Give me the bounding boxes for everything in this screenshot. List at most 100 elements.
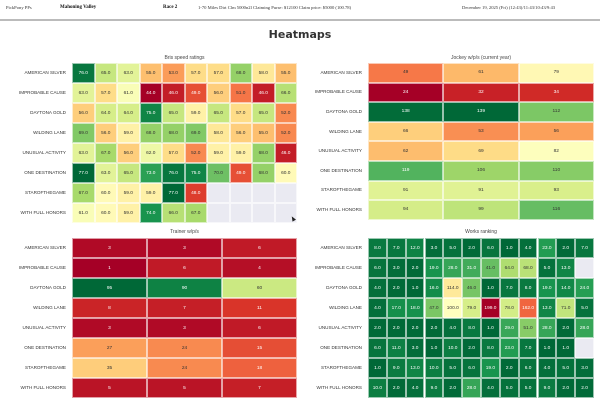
heatmap-cell: 59.0 — [117, 203, 140, 223]
heatmap-cell: 90 — [147, 278, 222, 298]
heatmap-cell: 10.0 — [368, 378, 387, 398]
heatmap-cell: 5 — [147, 378, 222, 398]
row-label: ONE DESTINATION — [320, 345, 362, 350]
heatmap-cell: 56.0 — [117, 143, 140, 163]
heatmap-cell: 2.0 — [462, 238, 481, 258]
heatmap-cell: 4 — [222, 258, 297, 278]
heatmap-cell — [274, 183, 297, 203]
heatmap-cell: 5 — [72, 378, 147, 398]
heatmap-cell: 1.0 — [405, 278, 425, 298]
heatmap-cell — [207, 183, 230, 203]
header-divider — [0, 19, 600, 21]
heatmap-cell: 51.0 — [229, 83, 252, 103]
row-label: UNUSUAL ACTIVITY — [318, 325, 362, 330]
heatmap-cell: 19.0 — [424, 258, 444, 278]
heatmap-cell: 56 — [518, 121, 594, 142]
heatmap-cell: 99 — [443, 200, 519, 220]
heatmap-cell — [229, 183, 252, 203]
heatmap-cell: 59.0 — [184, 103, 207, 123]
heatmap-cell: 106 — [443, 161, 519, 181]
heatmap-cell: 69 — [443, 141, 519, 161]
heatmap-cell: 5.0 — [443, 238, 463, 258]
heatmap-cell: 6.0 — [462, 358, 481, 378]
heatmap-cell: 94 — [368, 200, 444, 220]
speed-heatmap: 76.0 65.0 63.0 55.0 53.0 57.0 57.0 68.0 58.0 55.0… — [72, 63, 297, 223]
heatmap-cell: 28.0 — [575, 318, 594, 338]
heatmap-cell: 1.0 — [424, 338, 444, 358]
heatmap-cell: 23.0 — [499, 338, 519, 358]
heatmap-cell: 7.0 — [575, 238, 594, 258]
heatmap-cell: 7 — [222, 378, 297, 398]
heatmap-cell: 68.0 — [229, 63, 252, 83]
header-bar: PickPony PPs Mahoning Valley Race 2 1-70… — [0, 0, 600, 19]
heatmap-cell: 67.0 — [184, 203, 207, 223]
heatmap-cell: 1.0 — [481, 278, 500, 298]
heatmap-cell: 2.0 — [405, 258, 425, 278]
heatmap-cell: 9.0 — [424, 378, 444, 398]
heatmap-cell: 56.0 — [229, 123, 252, 143]
row-label: WILDING LANE — [33, 305, 66, 310]
heatmap-cell: 1.0 — [368, 358, 387, 378]
heatmap-cell: 52.0 — [274, 103, 297, 123]
heatmap-cell: 3.0 — [575, 358, 594, 378]
heatmap-cell: 62.0 — [139, 143, 162, 163]
heatmap-cell: 58.0 — [207, 123, 230, 143]
heatmap-cell: 55.0 — [139, 63, 162, 83]
heatmap-cell — [575, 338, 594, 358]
heatmap-cell: 57.0 — [184, 63, 207, 83]
row-label: STAROFTHEGAME — [320, 187, 362, 193]
heatmap-cell: 41.0 — [481, 258, 500, 278]
heatmap-cell: 44.0 — [139, 83, 162, 103]
heatmap-cell: 8.0 — [518, 278, 538, 298]
heatmap-cell: 56.0 — [207, 83, 230, 103]
works-heatmap-title: Works ranking — [465, 229, 497, 235]
heatmap-cell: 75.0 — [184, 163, 207, 183]
heatmap-cell: 68.0 — [162, 123, 185, 143]
heatmap-cell: 19.0 — [537, 278, 557, 298]
heatmap-cell: 18.0 — [405, 298, 425, 318]
heatmap-cell: 12.0 — [405, 238, 425, 258]
heatmap-cell: 57.0 — [162, 143, 185, 163]
heatmap-cell: 59.0 — [229, 143, 252, 163]
row-label: WILDING LANE — [329, 305, 362, 310]
heatmap-cell: 63.0 — [94, 163, 117, 183]
heatmap-cell: 2.0 — [386, 278, 406, 298]
heatmap-cell: 57.0 — [94, 83, 117, 103]
heatmap-cell: 48.0 — [184, 183, 207, 203]
heatmap-cell: 77.0 — [72, 163, 95, 183]
heatmap-cell: 46.0 — [252, 83, 275, 103]
heatmap-cell: 2.0 — [424, 318, 444, 338]
speed-heatmap-title: Bris speed ratings — [164, 55, 205, 61]
heatmap-cell — [252, 203, 275, 223]
heatmap-cell: 162.0 — [518, 298, 538, 318]
heatmap-cell: 67.0 — [94, 143, 117, 163]
heatmap-cell: 6.0 — [368, 258, 387, 278]
heatmap-cell: 53.0 — [162, 63, 185, 83]
heatmap-cell: 47.0 — [424, 298, 444, 318]
heatmap-cell: 2.0 — [556, 378, 576, 398]
heatmap-cell: 61.0 — [72, 203, 95, 223]
heatmap-cell: 7.0 — [499, 278, 519, 298]
heatmap-cell: 91 — [368, 180, 444, 201]
row-label: ONE DESTINATION — [24, 170, 66, 175]
heatmap-cell: 4.0 — [537, 358, 557, 378]
heatmap-cell: 100.0 — [443, 298, 463, 318]
heatmap-cell: 114.0 — [443, 278, 463, 298]
heatmap-cell: 65.0 — [94, 63, 117, 83]
heatmap-cell: 59.0 — [117, 183, 140, 203]
heatmap-cell: 2.0 — [575, 378, 594, 398]
heatmap-cell: 7.0 — [386, 238, 406, 258]
heatmap-cell: 35 — [72, 358, 147, 378]
heatmap-cell: 24.0 — [575, 278, 594, 298]
heatmap-cell: 69.0 — [72, 123, 95, 143]
heatmap-cell: 4.0 — [518, 238, 538, 258]
heatmap-cell: 61.0 — [117, 83, 140, 103]
row-label: UNUSUAL ACTIVITY — [318, 148, 362, 154]
heatmap-cell — [274, 203, 297, 223]
heatmap-cell: 4.0 — [443, 318, 463, 338]
heatmap-cell: 116 — [518, 200, 594, 220]
heatmap-cell: 3 — [147, 238, 222, 258]
heatmap-cell: 3.0 — [405, 338, 425, 358]
heatmap-cell: 23.0 — [537, 238, 557, 258]
heatmap-cell: 3.0 — [424, 238, 444, 258]
